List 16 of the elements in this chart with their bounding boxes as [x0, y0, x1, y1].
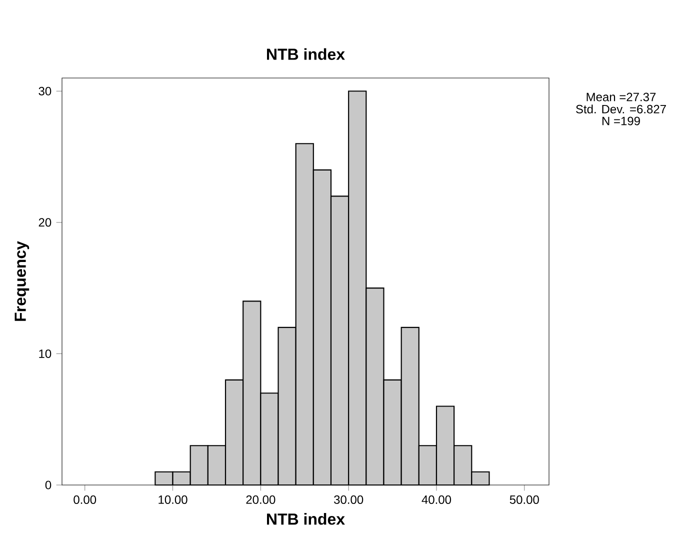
x-tick-label: 30.00	[334, 495, 364, 504]
y-tick-label: 30	[38, 86, 52, 96]
x-axis-title: NTB index	[267, 513, 345, 525]
y-tick-label: 10	[39, 349, 52, 358]
x-tick-label: 10.00	[158, 495, 188, 504]
y-tick-label: 20	[38, 218, 52, 227]
x-tick-label: 20.00	[246, 495, 276, 504]
x-tick-label: 0.00	[74, 495, 96, 504]
text: Mean =27.37	[586, 92, 656, 102]
text: N =199	[602, 116, 640, 126]
y-tick-label: 0	[45, 480, 52, 490]
y-axis-title: Frequency	[14, 241, 30, 321]
chart-title: NTB index	[267, 48, 345, 60]
x-tick-label: 40.00	[422, 495, 452, 504]
text: Std. Dev. =6.827	[576, 104, 666, 114]
x-tick-label: 50.00	[510, 495, 539, 504]
